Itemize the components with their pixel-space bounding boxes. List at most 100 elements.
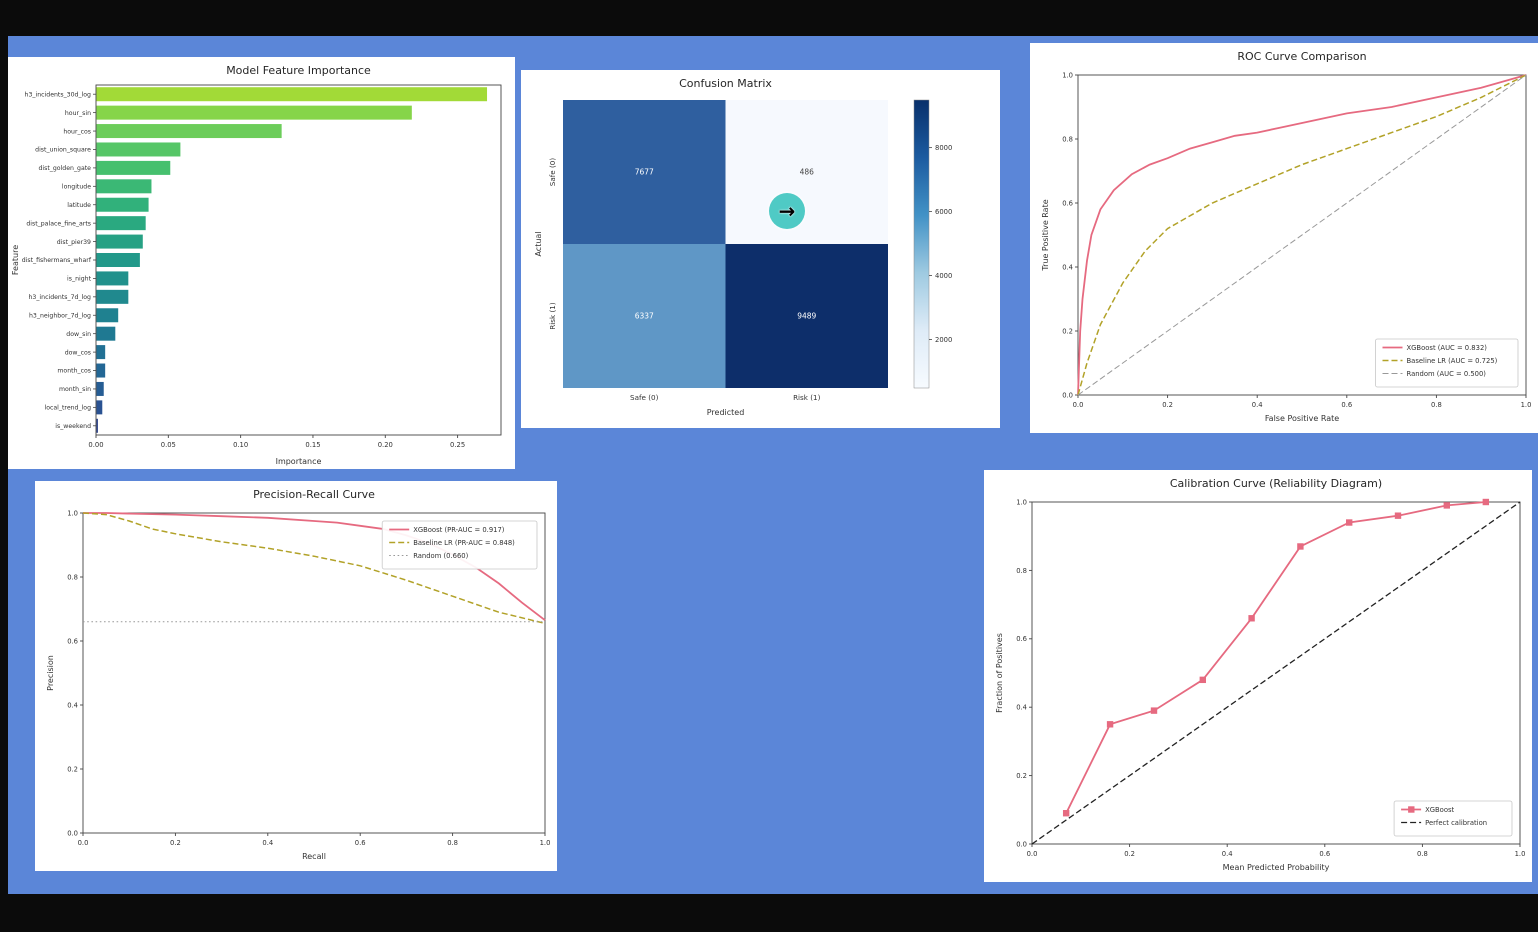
svg-text:month_sin: month_sin: [59, 386, 91, 393]
svg-text:month_cos: month_cos: [57, 368, 91, 375]
svg-text:local_trend_log: local_trend_log: [44, 405, 91, 412]
svg-text:Perfect calibration: Perfect calibration: [1425, 819, 1487, 827]
svg-text:7677: 7677: [635, 168, 654, 177]
svg-text:9489: 9489: [797, 312, 816, 321]
svg-text:0.4: 0.4: [1062, 263, 1073, 271]
svg-text:1.0: 1.0: [1062, 71, 1073, 79]
roc-curve-chart: 0.0 0.2 0.4 0.6 0.8 1.0 0.0 0.2 0.4 0.6 0.8 1.0 Fals…: [1030, 67, 1538, 433]
svg-text:Risk (1): Risk (1): [793, 393, 821, 402]
precision-recall-title: Precision-Recall Curve: [253, 488, 375, 501]
svg-text:0.2: 0.2: [1162, 401, 1173, 409]
svg-text:latitude: latitude: [67, 202, 91, 209]
svg-text:dow_cos: dow_cos: [65, 349, 91, 356]
svg-text:1.0: 1.0: [1521, 401, 1532, 409]
svg-text:0.2: 0.2: [67, 765, 78, 773]
svg-text:0.2: 0.2: [1062, 327, 1073, 335]
svg-text:0.4: 0.4: [1252, 401, 1263, 409]
svg-text:0.8: 0.8: [1062, 135, 1073, 143]
svg-text:0.6: 0.6: [1016, 635, 1027, 643]
svg-text:Precision: Precision: [46, 655, 55, 691]
svg-text:0.0: 0.0: [1073, 401, 1084, 409]
svg-text:dist_fishermans_wharf: dist_fishermans_wharf: [22, 257, 92, 264]
svg-text:0.8: 0.8: [1016, 567, 1027, 575]
svg-text:Risk (1): Risk (1): [548, 302, 557, 330]
calibration-curve-card: Calibration Curve (Reliability Diagram) …: [984, 470, 1532, 882]
svg-text:0.4: 0.4: [67, 701, 78, 709]
svg-text:6337: 6337: [635, 312, 654, 321]
cursor-arrow-icon: →: [769, 193, 805, 229]
calibration-curve-chart: 0.0 0.2 0.4 0.6 0.8 1.0 0.0 0.2 0.4 0.6 0.8 1.0 Mean…: [984, 494, 1532, 882]
svg-text:1.0: 1.0: [67, 509, 78, 517]
svg-text:0.2: 0.2: [1016, 772, 1027, 780]
calibration-curve-title: Calibration Curve (Reliability Diagram): [1169, 477, 1383, 490]
svg-text:XGBoost (AUC = 0.832): XGBoost (AUC = 0.832): [1407, 344, 1488, 352]
svg-text:Recall: Recall: [302, 852, 326, 861]
feature-importance-card: Model Feature Importance 0.00 0.05 0.10 0.1…: [8, 57, 515, 469]
svg-text:False Positive Rate: False Positive Rate: [1265, 414, 1339, 423]
feature-importance-title: Model Feature Importance: [226, 64, 371, 77]
confusion-matrix-title: Confusion Matrix: [679, 77, 772, 90]
svg-text:4000: 4000: [935, 272, 952, 280]
svg-text:Random (AUC = 0.500): Random (AUC = 0.500): [1407, 370, 1487, 378]
svg-text:0.2: 0.2: [170, 839, 181, 847]
svg-text:Fraction of Positives: Fraction of Positives: [995, 633, 1004, 713]
svg-text:dist_pier39: dist_pier39: [57, 239, 91, 246]
svg-text:6000: 6000: [935, 208, 952, 216]
svg-text:0.6: 0.6: [67, 637, 78, 645]
svg-text:0.6: 0.6: [1062, 199, 1073, 207]
svg-text:0.6: 0.6: [355, 839, 366, 847]
svg-text:Feature: Feature: [11, 245, 20, 275]
svg-text:0.4: 0.4: [262, 839, 273, 847]
svg-text:0.0: 0.0: [1062, 391, 1073, 399]
svg-text:True Positive Rate: True Positive Rate: [1041, 199, 1050, 271]
svg-text:Predicted: Predicted: [707, 408, 745, 417]
confusion-matrix-chart: 7677 486 6337 9489 Safe (0) Risk (1) Safe (0) R…: [521, 94, 1000, 428]
svg-text:0.05: 0.05: [161, 441, 176, 449]
svg-text:0.8: 0.8: [1417, 850, 1428, 858]
svg-text:8000: 8000: [935, 144, 952, 152]
svg-text:hour_cos: hour_cos: [63, 128, 91, 135]
svg-text:Mean Predicted Probability: Mean Predicted Probability: [1223, 863, 1330, 872]
svg-text:Baseline LR (AUC = 0.725): Baseline LR (AUC = 0.725): [1407, 357, 1498, 365]
svg-text:0.2: 0.2: [1124, 850, 1135, 858]
svg-text:dow_sin: dow_sin: [66, 331, 91, 338]
precision-recall-card: Precision-Recall Curve 0.0 0.2 0.4 0.6 0.8 1.…: [35, 481, 557, 871]
svg-text:Importance: Importance: [276, 457, 322, 466]
svg-text:is_night: is_night: [67, 276, 92, 283]
svg-text:0.6: 0.6: [1319, 850, 1330, 858]
svg-text:Random (0.660): Random (0.660): [413, 552, 468, 560]
svg-text:dist_golden_gate: dist_golden_gate: [38, 165, 91, 172]
svg-text:1.0: 1.0: [1016, 498, 1027, 506]
roc-curve-card: ROC Curve Comparison 0.0 0.2 0.4 0.6 0.8 1.0 0…: [1030, 43, 1538, 433]
feature-importance-chart: 0.00 0.05 0.10 0.15 0.20 0.25 h3_incidents_30d…: [8, 81, 515, 469]
svg-text:0.4: 0.4: [1016, 704, 1027, 712]
svg-text:Actual: Actual: [534, 231, 543, 256]
svg-text:Safe (0): Safe (0): [630, 393, 659, 402]
svg-text:0.10: 0.10: [233, 441, 248, 449]
svg-text:longitude: longitude: [62, 184, 91, 191]
svg-text:h3_neighbor_7d_log: h3_neighbor_7d_log: [29, 312, 91, 319]
svg-text:1.0: 1.0: [1515, 850, 1526, 858]
svg-text:0.0: 0.0: [78, 839, 89, 847]
svg-text:0.4: 0.4: [1222, 850, 1233, 858]
svg-text:486: 486: [800, 168, 815, 177]
svg-text:is_weekend: is_weekend: [55, 423, 91, 430]
svg-text:dist_union_square: dist_union_square: [35, 147, 91, 154]
roc-curve-title: ROC Curve Comparison: [1237, 50, 1367, 63]
svg-text:XGBoost (PR-AUC = 0.917): XGBoost (PR-AUC = 0.917): [413, 526, 505, 534]
svg-text:1.0: 1.0: [540, 839, 551, 847]
svg-text:0.25: 0.25: [450, 441, 465, 449]
svg-text:0.0: 0.0: [67, 829, 78, 837]
svg-text:0.6: 0.6: [1341, 401, 1352, 409]
svg-text:XGBoost: XGBoost: [1425, 806, 1454, 814]
svg-text:0.00: 0.00: [88, 441, 103, 449]
svg-text:0.8: 0.8: [67, 573, 78, 581]
svg-text:0.8: 0.8: [1431, 401, 1442, 409]
confusion-matrix-card: Confusion Matrix 7677 486 6337 9489 Safe (0)…: [521, 70, 1000, 428]
precision-recall-chart: 0.0 0.2 0.4 0.6 0.8 1.0 0.0 0.2 0.4 0.6 0.8 1.0 Reca…: [35, 505, 557, 871]
svg-text:h3_incidents_7d_log: h3_incidents_7d_log: [28, 294, 91, 301]
svg-text:hour_sin: hour_sin: [65, 110, 91, 117]
svg-text:0.0: 0.0: [1027, 850, 1038, 858]
svg-text:0.15: 0.15: [305, 441, 320, 449]
svg-text:Baseline LR (PR-AUC = 0.848): Baseline LR (PR-AUC = 0.848): [413, 539, 515, 547]
